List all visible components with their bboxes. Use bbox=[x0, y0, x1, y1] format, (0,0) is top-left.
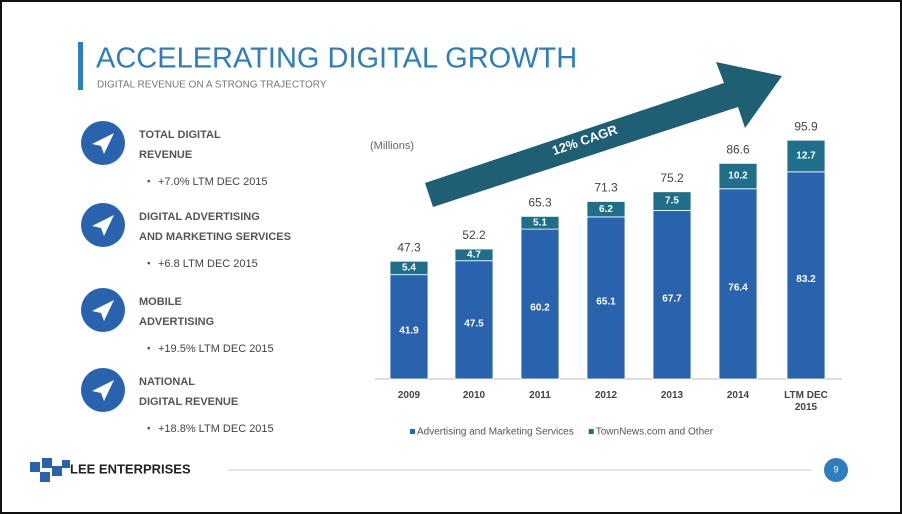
title: ACCELERATING DIGITAL GROWTH bbox=[96, 43, 577, 75]
page-badge bbox=[824, 458, 848, 482]
bullet: • bbox=[147, 177, 151, 188]
total-label: 71.3 bbox=[594, 181, 618, 195]
x-tick-label: 2009 bbox=[397, 390, 421, 401]
bar-segment bbox=[389, 274, 429, 380]
value-label: 10.2 bbox=[728, 171, 748, 182]
x-tick-label-box: 2014 bbox=[726, 390, 750, 401]
highlight-title: AND MARKETING SERVICES bbox=[139, 231, 291, 243]
value-label: 65.1 bbox=[596, 297, 616, 308]
highlight-title: DIGITAL REVENUE bbox=[139, 396, 238, 408]
icon-plane bbox=[92, 133, 114, 154]
bar-segment bbox=[786, 171, 826, 380]
bar-segment bbox=[586, 201, 626, 218]
x-tick-label: 2014 bbox=[726, 390, 750, 401]
highlight-detail: +7.0% LTM DEC 2015 bbox=[158, 176, 268, 188]
bar-segment bbox=[786, 139, 826, 173]
bullet: • bbox=[147, 344, 151, 355]
total-label: 75.2 bbox=[660, 171, 684, 185]
x-tick-label: 2010 bbox=[462, 390, 486, 401]
x-tick-label: LTM DEC 2015 bbox=[784, 390, 828, 413]
bar-segment bbox=[520, 228, 560, 380]
highlight-title: ADVERTISING bbox=[139, 316, 214, 328]
bar-segment bbox=[586, 216, 626, 380]
value-label: 60.2 bbox=[530, 303, 550, 314]
value-label: 6.2 bbox=[599, 204, 613, 215]
x-tick-label-box: 2010 bbox=[462, 390, 486, 401]
x-tick-label: 2012 bbox=[594, 390, 618, 401]
subtitle: DIGITAL REVENUE ON A STRONG TRAJECTORY bbox=[97, 80, 327, 91]
icon-plane bbox=[92, 215, 114, 236]
highlight-detail: +19.5% LTM DEC 2015 bbox=[158, 343, 274, 355]
value-label: 5.1 bbox=[533, 217, 547, 228]
bar-segment bbox=[454, 248, 494, 262]
bar-segment bbox=[652, 210, 692, 380]
logo-mark bbox=[30, 458, 70, 482]
growth-arrow bbox=[425, 62, 782, 207]
value-label: 12.7 bbox=[796, 151, 816, 162]
legend-label: Advertising and Marketing Services bbox=[417, 427, 574, 438]
legend-swatch bbox=[588, 429, 594, 434]
legend-swatch bbox=[410, 429, 415, 434]
x-tick-label-box: 2013 bbox=[660, 390, 684, 401]
value-label: 5.4 bbox=[402, 263, 416, 274]
x-tick-label: 2013 bbox=[660, 390, 684, 401]
value-label: 83.2 bbox=[796, 274, 816, 285]
highlight-title: TOTAL DIGITAL bbox=[139, 129, 221, 141]
x-tick-label-box: 2012 bbox=[594, 390, 618, 401]
x-tick-label-box: 2009 bbox=[397, 390, 421, 401]
value-label: 41.9 bbox=[399, 325, 419, 336]
bar-segment bbox=[520, 216, 560, 230]
value-label: 76.4 bbox=[728, 283, 748, 294]
unit-label: (Millions) bbox=[370, 140, 414, 152]
highlight-title: DIGITAL ADVERTISING bbox=[139, 211, 260, 223]
bar-segment bbox=[389, 260, 429, 276]
value-label: 67.7 bbox=[662, 293, 682, 304]
legend-label: TownNews.com and Other bbox=[596, 427, 714, 438]
value-label: 4.7 bbox=[467, 250, 481, 261]
logo-text: LEE ENTERPRISES bbox=[70, 461, 191, 476]
icon-plane bbox=[92, 300, 114, 321]
total-label: 52.2 bbox=[462, 228, 486, 242]
value-label: 7.5 bbox=[665, 196, 679, 207]
bar-segment bbox=[718, 162, 758, 190]
highlight-title: NATIONAL bbox=[139, 376, 195, 388]
bar-segment bbox=[454, 260, 494, 380]
highlight-title: MOBILE bbox=[139, 296, 182, 308]
bullet: • bbox=[147, 424, 151, 435]
total-label: 65.3 bbox=[528, 196, 552, 210]
x-tick-label-box: 2011 bbox=[529, 390, 551, 401]
title-bar bbox=[78, 42, 83, 90]
total-label: 95.9 bbox=[794, 119, 818, 133]
total-label: 86.6 bbox=[726, 143, 750, 157]
icon-plane bbox=[92, 380, 114, 401]
x-tick-label-box: LTM DEC 2015 bbox=[784, 390, 828, 413]
page-number: 9 bbox=[833, 464, 838, 474]
x-tick-label: 2011 bbox=[529, 390, 551, 401]
bullet: • bbox=[147, 259, 151, 270]
total-label: 47.3 bbox=[397, 240, 421, 254]
highlight-title: REVENUE bbox=[139, 149, 192, 161]
highlight-detail: +6.8 LTM DEC 2015 bbox=[158, 258, 258, 270]
bar-segment bbox=[718, 188, 758, 380]
highlight-detail: +18.8% LTM DEC 2015 bbox=[158, 423, 274, 435]
bar-segment bbox=[652, 191, 692, 211]
value-label: 47.5 bbox=[464, 319, 484, 330]
